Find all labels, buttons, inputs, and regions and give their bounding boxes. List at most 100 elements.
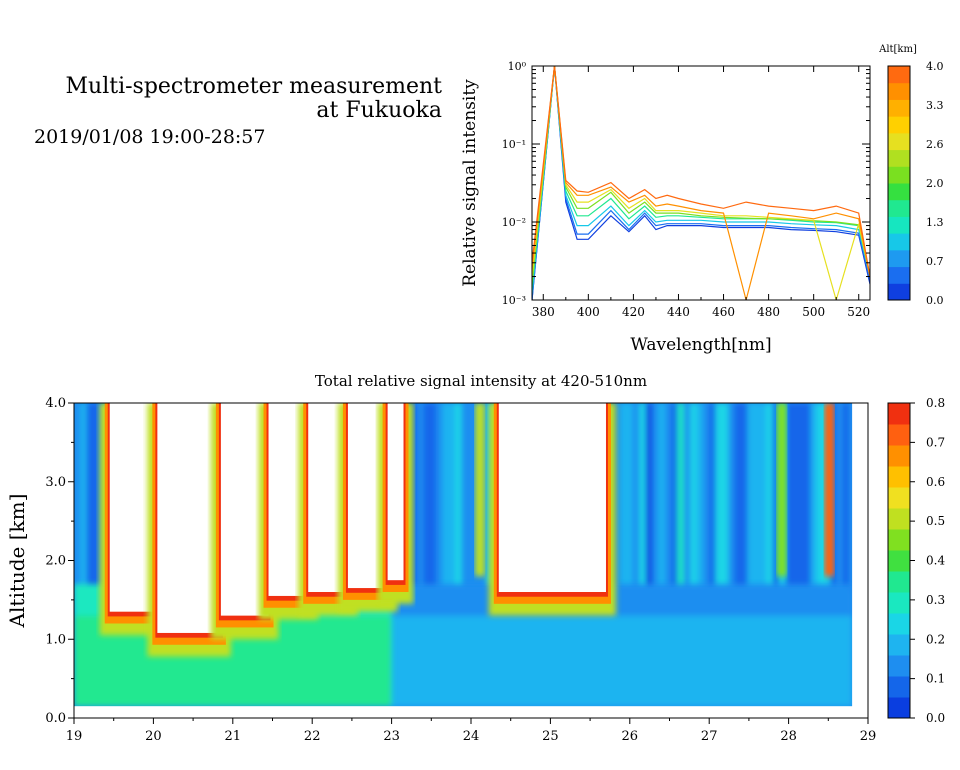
altitude-colorbar-segment-3 <box>888 233 910 251</box>
heatmap-stripe <box>709 403 717 592</box>
heatmap-stripe <box>632 403 641 592</box>
spectrum-xtick-label-0: 380 <box>532 305 555 319</box>
heatmap-stripe <box>728 403 736 592</box>
heatmap-stripe <box>436 403 444 592</box>
heatmap-stripe <box>639 403 647 592</box>
heatmap-stripe <box>455 403 463 592</box>
heatmap-nodata-bottom <box>74 706 868 718</box>
heatmap-xtick-label-9: 28 <box>780 729 797 744</box>
altitude-colorbar-tick-2: 1.3 <box>926 216 944 229</box>
heatmap-stripe <box>810 403 819 592</box>
altitude-colorbar: 0.0 0.7 1.3 2.0 2.6 3.3 4.0 Alt[km] <box>878 44 943 307</box>
heatmap-stripe <box>696 403 704 592</box>
altitude-colorbar-segment-5 <box>888 199 910 217</box>
altitude-colorbar-tick-0: 0.0 <box>926 294 944 307</box>
heatmap-stripe <box>613 403 622 592</box>
spectrum-xtick-label-7: 520 <box>847 305 870 319</box>
heatmap-xtick-label-3: 22 <box>304 729 321 744</box>
heatmap-xtick-label-0: 19 <box>66 729 83 744</box>
intensity-colorbar-segment-11 <box>888 466 910 488</box>
intensity-colorbar-segment-8 <box>888 529 910 551</box>
altitude-colorbar-segment-7 <box>888 166 910 184</box>
heatmap-stripe <box>677 403 685 592</box>
spectrum-ytick-label-0: 10⁻³ <box>502 294 526 307</box>
heatmap-stripe <box>785 403 793 592</box>
spectrum-series-group <box>532 66 870 300</box>
heatmap-ytick-label-1: 1.0 <box>45 632 66 647</box>
heatmap-stripe <box>702 403 711 592</box>
heatmap-ytick-label-4: 4.0 <box>45 396 66 411</box>
heatmap-stripe <box>690 403 698 592</box>
heatmap-plume-1 <box>824 403 835 577</box>
heatmap-stripe <box>791 403 800 592</box>
heatmap-stripe <box>652 403 660 592</box>
heatmap-xtick-label-7: 26 <box>622 729 639 744</box>
measurement-date: 2019/01/08 19:00-28:57 <box>34 126 266 148</box>
intensity-colorbar-tick-5: 0.5 <box>926 514 945 528</box>
heatmap-stripe <box>740 403 749 592</box>
intensity-colorbar-tick-1: 0.1 <box>926 672 945 686</box>
intensity-colorbar-tick-8: 0.8 <box>926 396 945 410</box>
heatmap-stripe <box>671 403 679 592</box>
heatmap-stripe <box>461 403 469 592</box>
spectrum-series-line-6 <box>532 66 870 300</box>
heatmap-xtick-label-5: 24 <box>463 729 480 744</box>
intensity-colorbar-segment-5 <box>888 592 910 614</box>
intensity-colorbar-tick-0: 0.0 <box>926 711 945 725</box>
heatmap-stripe <box>467 403 476 592</box>
column-saturated-white <box>387 403 404 581</box>
heatmap-stripe <box>715 403 723 592</box>
intensity-colorbar-tick-7: 0.7 <box>926 435 945 449</box>
spectrum-xtick-label-2: 420 <box>622 305 645 319</box>
spectrum-series-line-1 <box>532 66 870 300</box>
heatmap-band-edge-1 <box>391 584 853 616</box>
heatmap-xtick-label-4: 23 <box>383 729 400 744</box>
heatmap-nodata-right <box>852 403 868 718</box>
column-saturated-white <box>498 403 606 592</box>
heatmap-plume-0 <box>776 403 787 577</box>
heatmap-stripe <box>842 403 850 592</box>
column-saturated-white <box>157 403 221 633</box>
heatmap-stripe <box>721 403 730 592</box>
heatmap-stripe <box>423 403 431 592</box>
spectrum-xtick-label-5: 480 <box>757 305 780 319</box>
altitude-colorbar-segment-6 <box>888 183 910 201</box>
intensity-colorbar-segment-4 <box>888 613 910 635</box>
spectrum-xtick-label-1: 400 <box>577 305 600 319</box>
heatmap-ytick-label-3: 3.0 <box>45 475 66 490</box>
intensity-colorbar-segment-3 <box>888 634 910 656</box>
intensity-colorbar-segment-12 <box>888 445 910 467</box>
spectrum-series-line-2 <box>532 66 870 294</box>
heatmap-saturated-column-7 <box>488 403 616 616</box>
altitude-colorbar-tick-6: 4.0 <box>926 60 944 73</box>
altitude-colorbar-segment-12 <box>888 82 910 100</box>
heatmap-stripe <box>658 403 666 592</box>
heatmap-saturated-column-6 <box>377 403 414 604</box>
intensity-colorbar-segment-13 <box>888 424 910 446</box>
heatmap-stripe <box>734 403 742 592</box>
heatmap-stripe <box>772 403 781 592</box>
altitude-colorbar-segment-0 <box>888 283 910 301</box>
heatmap-xtick-label-2: 21 <box>225 729 242 744</box>
spectrum-ytick-label-3: 10⁰ <box>508 60 527 73</box>
intensity-colorbar-segment-1 <box>888 676 910 698</box>
heatmap-stripe <box>442 403 450 592</box>
altitude-colorbar-tick-3: 2.0 <box>926 177 944 190</box>
intensity-colorbar-segment-14 <box>888 403 910 425</box>
altitude-colorbar-label: Alt[km] <box>878 44 917 55</box>
intensity-colorbar-segment-6 <box>888 571 910 593</box>
heatmap-stripe <box>798 403 806 592</box>
altitude-colorbar-segment-9 <box>888 132 910 151</box>
altitude-colorbar-segment-11 <box>888 99 910 117</box>
heatmap-stripe <box>410 403 419 592</box>
heatmap-plume-2 <box>474 403 485 577</box>
spectrum-ylabel: Relative signal intensity <box>460 79 480 287</box>
heatmap-stripe <box>836 403 844 592</box>
heatmap-xtick-label-8: 27 <box>701 729 718 744</box>
main-title-line1: Multi-spectrometer measurement <box>65 74 443 99</box>
heatmap-stripe <box>683 403 692 592</box>
spectrum-ytick-label-2: 10⁻¹ <box>502 138 526 151</box>
altitude-colorbar-frame <box>887 65 911 301</box>
heatmap-ytick-label-2: 2.0 <box>45 554 66 569</box>
